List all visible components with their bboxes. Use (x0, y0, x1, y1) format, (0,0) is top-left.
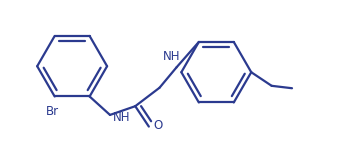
Text: NH: NH (163, 50, 180, 64)
Text: Br: Br (46, 105, 59, 118)
Text: NH: NH (113, 111, 130, 124)
Text: O: O (154, 119, 163, 132)
